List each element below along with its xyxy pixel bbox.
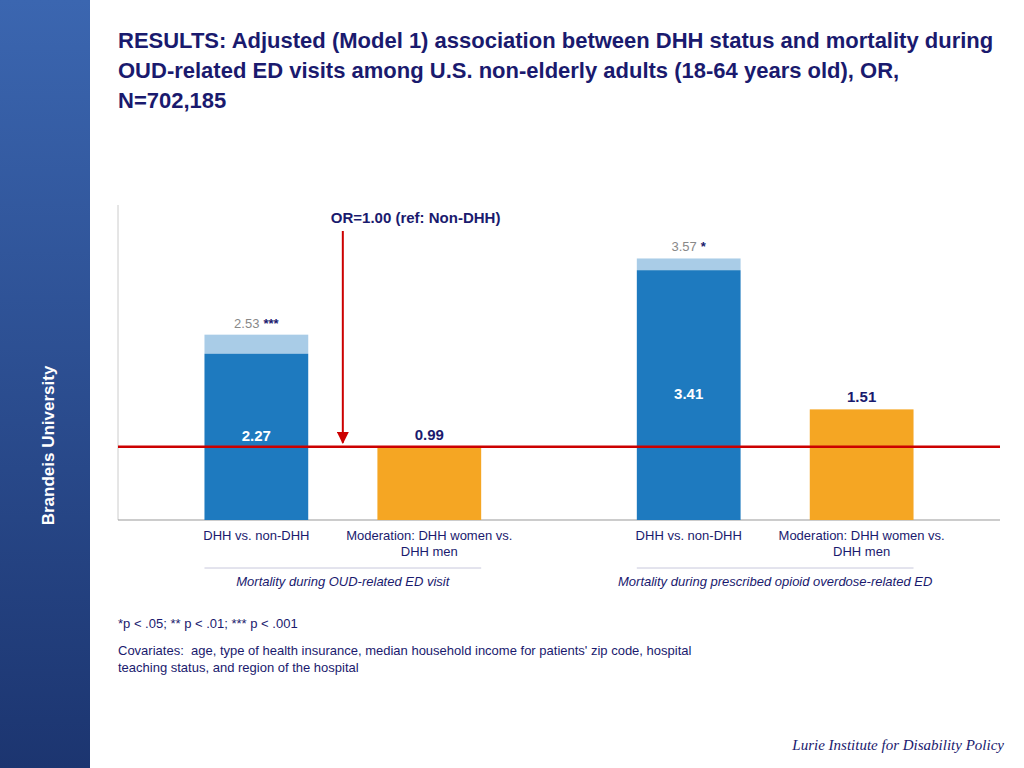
group-label: Mortality during prescribed opioid overd… [618,574,932,589]
category-label: Moderation: DHH women vs.DHH men [779,528,945,559]
sidebar [0,0,90,768]
category-label: DHH vs. non-DHH [203,528,309,543]
upper-label: 2.53 [234,316,259,331]
data-label: 0.99 [415,426,444,443]
data-label: 3.41 [674,385,703,402]
bar [810,409,914,520]
category-label: DHH vs. non-DHH [636,528,742,543]
reference-arrow [342,231,344,443]
significance-label: *** [263,316,279,331]
significance-label: * [701,239,707,254]
chart: Brandeis University RESULTS: Adjusted (Mo… [0,0,1024,768]
upper-label-group: 3.57 * [672,239,707,254]
group-bracket [204,568,481,569]
data-label: 2.27 [242,427,271,444]
group-label: Mortality during OUD-related ED visit [236,574,451,589]
title-line: RESULTS: Adjusted (Model 1) association … [118,28,993,53]
footnote: Covariates: age, type of health insuranc… [118,643,691,675]
group-bracket [637,568,914,569]
title-line: N=702,185 [118,88,226,113]
reference-label: OR=1.00 (ref: Non-DHH) [331,209,501,226]
bar-upper-cap [204,335,308,354]
y-axis-line [118,205,119,520]
footnote-line: Covariates: age, type of health insuranc… [118,643,691,658]
upper-label-group: 2.53 *** [234,316,279,331]
reference-line [118,445,1000,448]
data-label: 1.51 [847,388,876,405]
sidebar-text: Brandeis University [39,365,58,525]
title: RESULTS: Adjusted (Model 1) association … [118,28,993,113]
upper-label: 3.57 [672,239,697,254]
category-label-line: DHH vs. non-DHH [203,528,309,543]
bar [204,354,308,520]
category-label-line: Moderation: DHH women vs. [346,528,512,543]
category-label-line: DHH men [401,544,458,559]
footnote-line: *p < .05; ** p < .01; *** p < .001 [118,616,298,631]
bar-upper-cap [637,258,741,270]
title-line: OUD-related ED visits among U.S. non-eld… [118,58,899,83]
bars [118,258,1000,520]
data-labels: 2.27 2.53 *** 0.99 3.41 3.57 * 1.51 [234,239,876,443]
footnote: *p < .05; ** p < .01; *** p < .001 [118,616,298,631]
category-label-line: DHH men [833,544,890,559]
category-label-line: DHH vs. non-DHH [636,528,742,543]
category-label: Moderation: DHH women vs.DHH men [346,528,512,559]
bar [637,270,741,520]
category-label-line: Moderation: DHH women vs. [779,528,945,543]
bar [377,447,481,520]
source: Lurie Institute for Disability Policy [791,737,1004,753]
footnote-line: teaching status, and region of the hospi… [118,660,359,675]
